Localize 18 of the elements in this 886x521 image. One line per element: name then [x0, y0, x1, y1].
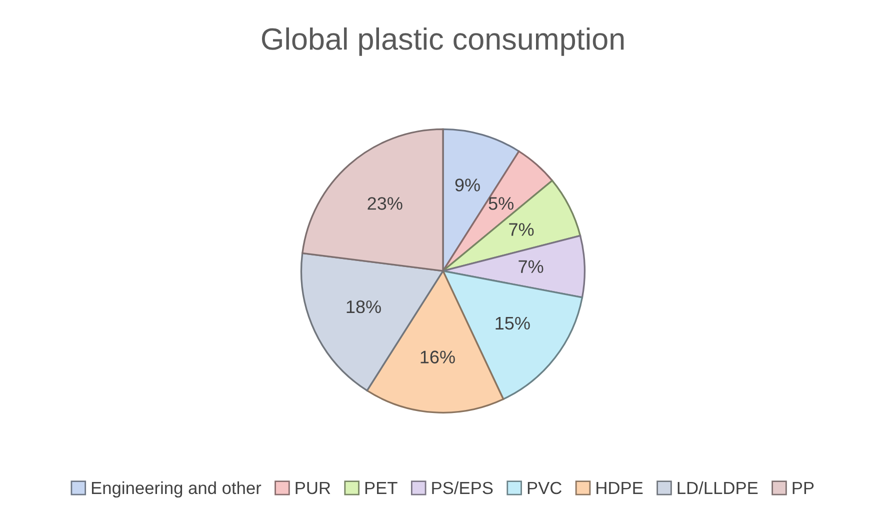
data-label: 7%: [518, 260, 544, 273]
data-label: 23%: [368, 197, 402, 210]
data-label: 9%: [455, 178, 480, 192]
legend-label: Engineering and other: [92, 481, 262, 498]
data-label: 7%: [509, 223, 534, 236]
pie-slice: [442, 180, 582, 272]
data-label: 5%: [488, 197, 514, 210]
legend-label: PUR: [296, 482, 330, 494]
legend-label: HDPE: [596, 482, 643, 494]
legend-label: PP: [792, 482, 814, 494]
data-label: 15%: [496, 316, 530, 330]
data-label: 16%: [420, 350, 455, 364]
data-label: 18%: [346, 300, 381, 314]
legend-label: LD/LLDPE: [678, 481, 758, 494]
legend-label: PVC: [528, 482, 562, 494]
legend-label: PET: [365, 482, 398, 494]
chart-title: Global plastic consumption: [262, 27, 624, 56]
legend-label: PS/EPS: [432, 481, 493, 494]
